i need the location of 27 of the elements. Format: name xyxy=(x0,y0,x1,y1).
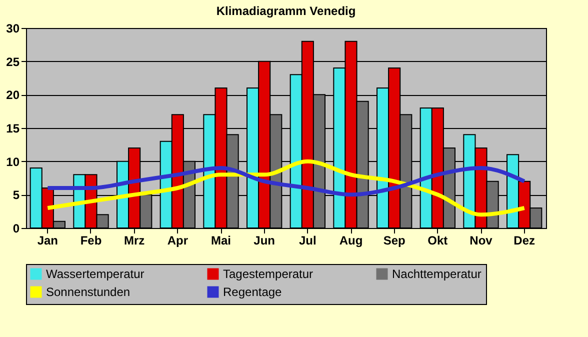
x-tick-label: Okt xyxy=(428,234,448,248)
y-tick-label: 5 xyxy=(12,188,20,202)
x-tick-label: Mrz xyxy=(124,234,145,248)
y-tick-label: 25 xyxy=(6,54,20,69)
line-series xyxy=(46,166,526,197)
x-tick-label: Sep xyxy=(383,234,406,248)
x-tick-label: Mai xyxy=(210,234,232,248)
legend-label: Wassertemperatur xyxy=(46,267,144,281)
x-tick-label: Jul xyxy=(298,234,316,248)
x-tick-label: Feb xyxy=(80,234,102,248)
y-tick-label: 15 xyxy=(6,122,20,136)
x-tick-label: Nov xyxy=(470,234,493,248)
line-series xyxy=(46,159,526,217)
y-tick-label: 10 xyxy=(6,154,20,169)
legend-label: Tagestemperatur xyxy=(223,267,314,281)
legend-label: Regentage xyxy=(223,285,282,299)
y-tick-label: 30 xyxy=(6,22,20,36)
y-tick-label: 20 xyxy=(6,88,20,102)
x-tick-label: Jan xyxy=(37,234,58,248)
x-tick-label: Dez xyxy=(514,234,536,248)
x-tick-label: Apr xyxy=(167,234,188,248)
x-tick-label: Jun xyxy=(254,234,276,248)
legend-label: Nachttemperatur xyxy=(392,267,482,281)
legend-label: Sonnenstunden xyxy=(46,285,130,299)
x-tick-label: Aug xyxy=(339,234,363,248)
y-tick-label: 0 xyxy=(12,222,20,236)
chart-title: Klimadiagramm Venedig xyxy=(216,4,356,18)
